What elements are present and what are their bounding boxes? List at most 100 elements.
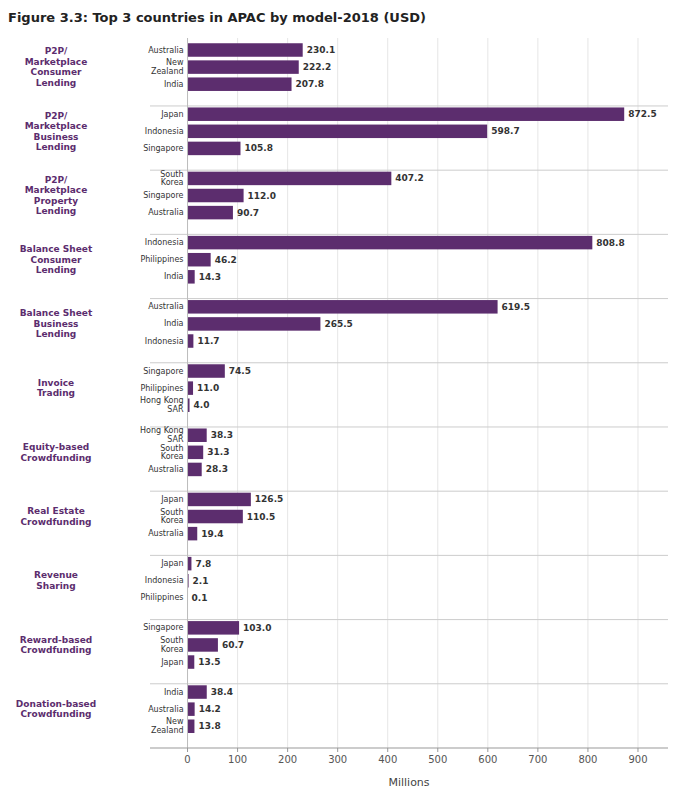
bar xyxy=(188,172,392,186)
category-label-line: Japan xyxy=(160,495,183,504)
tick-mark xyxy=(587,748,588,752)
bar xyxy=(188,463,202,477)
bar xyxy=(188,300,498,314)
grid-line xyxy=(487,38,488,748)
category-label: India xyxy=(164,688,184,697)
group-label-line: Marketplace xyxy=(25,57,88,67)
bar xyxy=(188,334,194,348)
bar xyxy=(188,236,593,250)
group-label-line: Lending xyxy=(36,265,77,275)
bar xyxy=(188,270,195,284)
bar xyxy=(188,719,195,733)
tick-mark xyxy=(337,748,338,752)
group-label-line: Crowdfunding xyxy=(20,453,91,463)
tick-label: 0 xyxy=(184,754,190,765)
category-label: India xyxy=(164,319,184,328)
category-label-line: Australia xyxy=(148,465,183,474)
group-label-line: Lending xyxy=(36,78,77,88)
data-label: 105.8 xyxy=(244,143,272,153)
x-axis-line xyxy=(150,748,668,749)
group-label-line: Real Estate xyxy=(27,506,85,516)
group-label-line: Marketplace xyxy=(25,121,88,131)
labels: 230.1Australia222.2NewZealand207.8IndiaP… xyxy=(16,45,657,735)
category-label: Japan xyxy=(160,658,183,667)
data-label: 46.2 xyxy=(215,255,237,265)
group-label-line: P2P/ xyxy=(45,111,68,121)
data-label: 407.2 xyxy=(395,173,423,183)
category-label-line: India xyxy=(164,319,184,328)
group-label-line: Crowdfunding xyxy=(20,709,91,719)
group-label-line: Equity-based xyxy=(23,442,89,452)
bar xyxy=(188,189,244,203)
group-label-line: Sharing xyxy=(36,581,75,591)
bar xyxy=(188,381,194,395)
tick-label: 500 xyxy=(428,754,447,765)
group-label: InvoiceTrading xyxy=(37,378,75,399)
bar xyxy=(188,702,195,716)
category-label-line: Singapore xyxy=(143,191,183,200)
data-label: 808.8 xyxy=(596,238,624,248)
category-label-line: Philippines xyxy=(140,255,183,264)
group-separator xyxy=(150,619,668,620)
data-label: 112.0 xyxy=(248,191,276,201)
group-label: Balance SheetConsumerLending xyxy=(20,244,93,275)
data-label: 11.7 xyxy=(197,336,219,346)
category-label: Indonesia xyxy=(145,337,184,346)
group-label-line: Business xyxy=(34,319,79,329)
group-separator xyxy=(150,683,668,684)
group-label-line: Trading xyxy=(37,388,75,398)
group-separator xyxy=(150,298,668,299)
data-label: 126.5 xyxy=(255,494,283,504)
category-label-line: Japan xyxy=(160,559,183,568)
group-label-line: Revenue xyxy=(34,570,78,580)
category-label: Japan xyxy=(160,495,183,504)
category-label: Philippines xyxy=(140,255,183,264)
x-axis-label: Millions xyxy=(388,776,429,789)
bar xyxy=(188,364,225,378)
grid-line xyxy=(387,38,388,748)
category-label: Australia xyxy=(148,208,183,217)
group-label-line: Consumer xyxy=(31,255,82,265)
category-label: Australia xyxy=(148,302,183,311)
category-label: Singapore xyxy=(143,623,183,632)
category-label: Japan xyxy=(160,559,183,568)
tick-label: 600 xyxy=(478,754,497,765)
category-label: Indonesia xyxy=(145,127,184,136)
group-label: Reward-basedCrowdfunding xyxy=(20,635,92,656)
category-label: SouthKorea xyxy=(160,508,183,526)
tick-mark xyxy=(637,748,638,752)
category-label-line: Indonesia xyxy=(145,238,184,247)
bar xyxy=(188,621,240,635)
group-separator xyxy=(150,362,668,363)
data-label: 222.2 xyxy=(303,62,331,72)
category-label-line: Australia xyxy=(148,705,183,714)
data-label: 74.5 xyxy=(229,366,251,376)
bar xyxy=(188,638,218,652)
group-label: P2P/MarketplaceBusinessLending xyxy=(25,111,88,152)
zero-line xyxy=(187,38,188,748)
data-label: 90.7 xyxy=(237,208,259,218)
group-label: P2P/MarketplaceConsumerLending xyxy=(25,46,88,88)
data-label: 872.5 xyxy=(628,109,656,119)
category-label: SouthKorea xyxy=(160,444,183,462)
category-label: NewZealand xyxy=(151,717,184,735)
group-label-line: Property xyxy=(34,196,79,206)
bar xyxy=(188,655,195,669)
category-label-line: Zealand xyxy=(151,67,184,76)
data-label: 14.3 xyxy=(199,272,221,282)
group-separator xyxy=(150,426,668,427)
group-separator xyxy=(150,491,668,492)
category-label: Australia xyxy=(148,705,183,714)
group-label-line: Balance Sheet xyxy=(20,244,93,254)
grid-line xyxy=(187,38,188,748)
category-label: Philippines xyxy=(140,384,183,393)
category-label-line: SAR xyxy=(167,405,184,414)
category-label: Japan xyxy=(160,110,183,119)
category-label-line: Korea xyxy=(161,452,184,461)
tick-label: 700 xyxy=(528,754,547,765)
category-label-line: India xyxy=(164,272,184,281)
tick-label: 100 xyxy=(228,754,247,765)
group-label-line: Reward-based xyxy=(20,635,92,645)
group-separator xyxy=(150,105,668,106)
tick-label: 900 xyxy=(628,754,647,765)
